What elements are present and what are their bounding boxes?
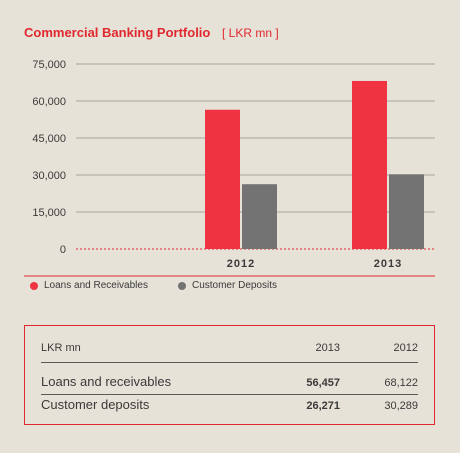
y-tick-label: 15,000 — [32, 207, 66, 219]
table-unit-label: LKR mn — [41, 342, 81, 354]
row-value-2013: 26,271 — [306, 400, 340, 412]
legend-label-deposits: Customer Deposits — [191, 280, 277, 291]
y-tick-label: 75,000 — [32, 59, 66, 71]
chart-title-row: Commercial Banking Portfolio [ LKR mn ] — [24, 25, 279, 40]
table-row: Customer deposits 26,271 30,289 — [41, 395, 418, 417]
table-col-2012: 2012 — [393, 342, 418, 354]
legend-swatch-deposits — [177, 281, 186, 290]
chart-title: Commercial Banking Portfolio — [24, 25, 211, 40]
bar-loans-2012 — [205, 109, 240, 249]
bar-deposits-2013 — [389, 174, 424, 249]
bar-chart: 75,000 60,000 45,000 30,000 15,000 0 2012 2013 — [24, 59, 435, 277]
legend-item-loans: Loans and Receivables — [30, 280, 148, 291]
legend-label-loans: Loans and Receivables — [44, 280, 148, 291]
table-row: Loans and receivables 56,457 68,122 — [41, 372, 418, 395]
table-header: LKR mn 2013 2012 — [41, 336, 418, 363]
bar-loans-2013 — [352, 80, 387, 250]
summary-table: LKR mn 2013 2012 Loans and receivables 5… — [24, 325, 435, 425]
y-tick-label: 45,000 — [32, 133, 66, 145]
y-tick-label: 0 — [60, 244, 66, 256]
row-value-2012: 68,122 — [384, 377, 418, 389]
chart-unit: [ LKR mn ] — [222, 26, 279, 40]
row-value-2013: 56,457 — [306, 377, 340, 389]
bar-deposits-2012 — [242, 184, 277, 249]
x-tick-label: 2012 — [227, 258, 255, 270]
chart-legend: Loans and Receivables Customer Deposits — [30, 280, 307, 291]
table-col-2013: 2013 — [315, 342, 340, 354]
y-tick-label: 60,000 — [32, 96, 66, 108]
legend-swatch-loans — [30, 281, 38, 290]
x-tick-label: 2013 — [374, 258, 402, 270]
row-value-2012: 30,289 — [384, 400, 418, 412]
row-label: Loans and receivables — [41, 374, 172, 389]
row-label: Customer deposits — [41, 397, 150, 412]
legend-item-deposits: Customer Deposits — [177, 280, 277, 291]
y-tick-label: 30,000 — [32, 170, 66, 182]
